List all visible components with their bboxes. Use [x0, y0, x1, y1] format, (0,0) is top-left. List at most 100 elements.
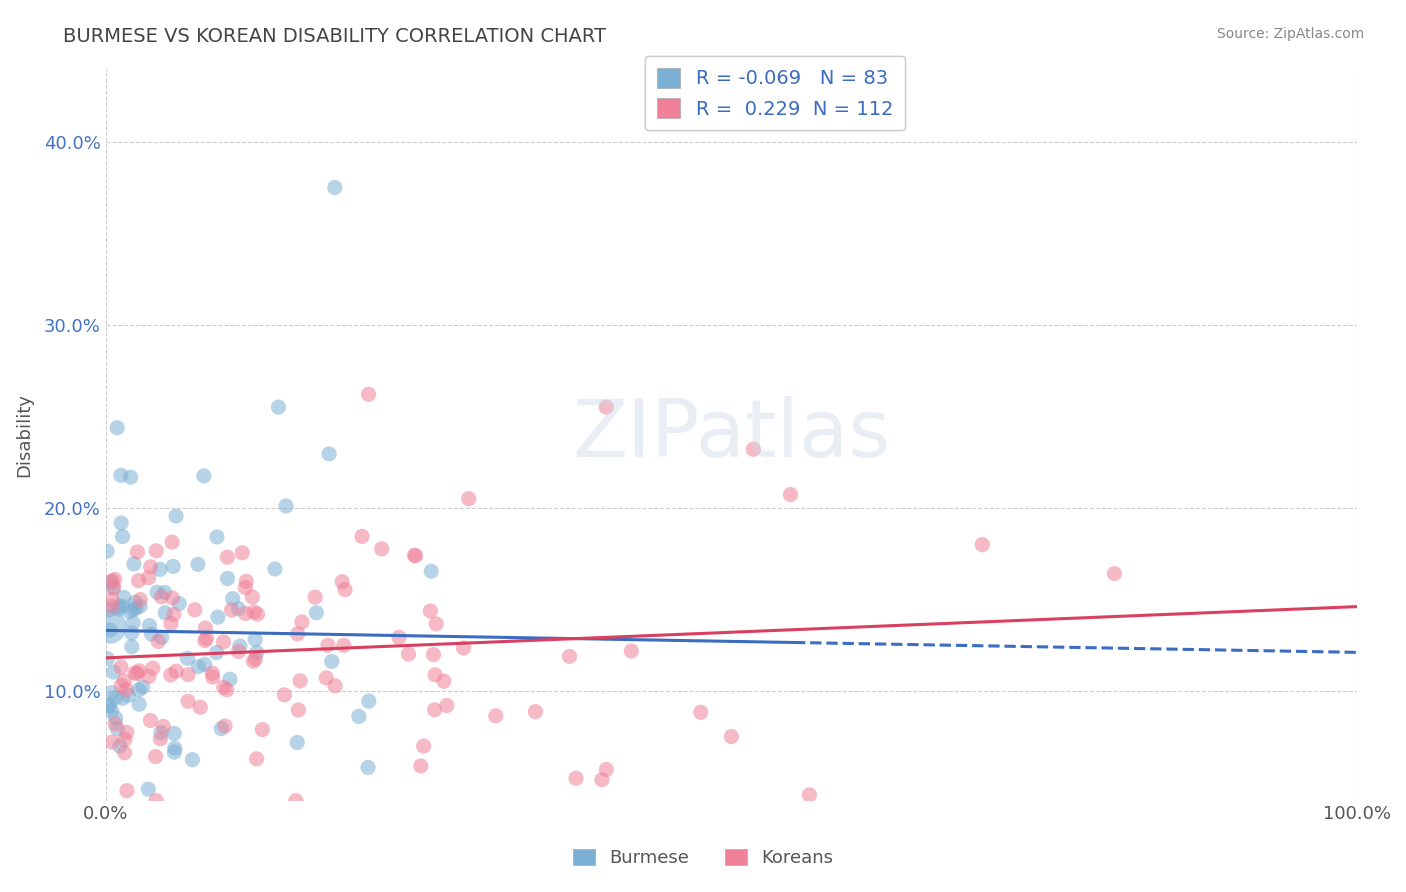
Point: [177, 694, 200, 708]
Point: [209, 722, 232, 736]
Point: [117, 688, 139, 702]
Point: [291, 615, 314, 629]
Point: [139, 559, 162, 574]
Point: [98, 620, 121, 634]
Point: [142, 661, 165, 675]
Point: [155, 606, 177, 620]
Point: [217, 572, 239, 586]
Point: [120, 470, 142, 484]
Point: [187, 659, 209, 673]
Point: [163, 607, 186, 622]
Point: [104, 573, 127, 587]
Point: [114, 746, 136, 760]
Point: [141, 627, 163, 641]
Point: [243, 632, 266, 647]
Point: [100, 575, 122, 590]
Point: [98, 698, 121, 713]
Point: [121, 626, 143, 640]
Point: [111, 530, 134, 544]
Point: [132, 680, 155, 694]
Point: [388, 630, 411, 644]
Point: [288, 673, 311, 688]
Point: [187, 558, 209, 572]
Point: [124, 665, 146, 680]
Point: [129, 592, 152, 607]
Point: [114, 732, 136, 747]
Point: [207, 610, 229, 624]
Point: [246, 752, 269, 766]
Point: [231, 546, 253, 560]
Point: [97, 699, 120, 714]
Point: [163, 741, 186, 756]
Point: [235, 574, 257, 589]
Point: [318, 447, 340, 461]
Point: [129, 599, 152, 614]
Point: [146, 585, 169, 599]
Point: [103, 665, 125, 679]
Point: [150, 631, 173, 645]
Point: [110, 468, 132, 483]
Point: [972, 538, 994, 552]
Point: [194, 633, 217, 648]
Point: [105, 421, 128, 435]
Point: [181, 753, 204, 767]
Point: [284, 794, 307, 808]
Point: [357, 760, 380, 774]
Point: [315, 671, 337, 685]
Point: [111, 599, 134, 614]
Point: [229, 639, 252, 653]
Point: [591, 772, 613, 787]
Point: [595, 400, 617, 414]
Point: [115, 783, 138, 797]
Point: [153, 585, 176, 599]
Point: [177, 667, 200, 681]
Point: [370, 541, 392, 556]
Point: [115, 682, 138, 697]
Point: [165, 509, 187, 524]
Point: [219, 672, 242, 686]
Point: [423, 667, 446, 681]
Point: [423, 703, 446, 717]
Point: [101, 599, 124, 614]
Point: [104, 690, 127, 705]
Point: [425, 616, 447, 631]
Point: [285, 735, 308, 749]
Point: [398, 647, 420, 661]
Point: [108, 739, 131, 753]
Point: [103, 581, 125, 595]
Point: [221, 603, 243, 617]
Point: [165, 664, 187, 678]
Point: [162, 559, 184, 574]
Point: [105, 722, 128, 736]
Point: [215, 682, 238, 697]
Point: [228, 644, 250, 658]
Point: [274, 499, 297, 513]
Point: [184, 603, 207, 617]
Point: [212, 635, 235, 649]
Point: [222, 591, 245, 606]
Point: [104, 711, 127, 725]
Point: [160, 535, 183, 549]
Point: [194, 657, 217, 672]
Point: [112, 591, 135, 605]
Point: [422, 648, 444, 662]
Point: [163, 745, 186, 759]
Point: [214, 719, 236, 733]
Point: [333, 582, 356, 597]
Point: [457, 491, 479, 506]
Point: [689, 706, 711, 720]
Point: [110, 678, 132, 692]
Point: [453, 640, 475, 655]
Point: [205, 646, 228, 660]
Point: [235, 607, 257, 621]
Point: [96, 651, 118, 665]
Point: [212, 680, 235, 694]
Point: [104, 717, 127, 731]
Point: [404, 549, 426, 563]
Point: [128, 664, 150, 678]
Point: [405, 549, 427, 563]
Point: [217, 550, 239, 565]
Point: [524, 705, 547, 719]
Point: [101, 592, 124, 607]
Point: [138, 669, 160, 683]
